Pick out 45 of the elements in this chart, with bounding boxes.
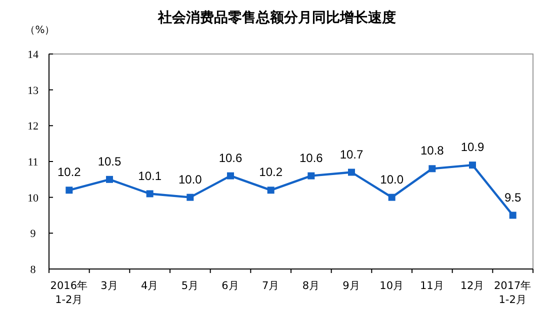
x-tick-label: 12月: [460, 280, 485, 292]
data-label: 10.5: [98, 154, 122, 168]
point: [66, 186, 73, 194]
point: [469, 162, 476, 169]
x-tick-label: 8月: [302, 280, 320, 292]
data-label: 10.0: [178, 172, 202, 186]
y-tick-label: 12: [28, 120, 38, 133]
data-label: 10.2: [259, 165, 283, 180]
data-label: 10.2: [57, 165, 82, 180]
x-tick-label: 2016年 1-2月: [50, 280, 88, 306]
x-tick-label: 4月: [140, 280, 159, 292]
x-tick-label: 10月: [380, 280, 404, 292]
x-tick-label: 3月: [100, 280, 118, 292]
chart-title: 社会消费品零售总额分月同比增长速度: [157, 9, 396, 26]
point: [428, 165, 436, 172]
y-tick-label: 10: [28, 192, 39, 204]
data-label: 10.9: [460, 140, 484, 154]
x-tick-label: 2017年 1-2月: [494, 280, 532, 306]
x-tick-label: 7月: [262, 280, 280, 292]
point: [308, 172, 315, 180]
y-tick-label: 9: [30, 228, 36, 240]
data-label: 10.1: [138, 168, 162, 183]
y-tick-label: 13: [28, 84, 39, 97]
point: [267, 186, 274, 194]
data-label: 9.5: [504, 190, 522, 204]
point: [146, 190, 154, 198]
x-tick-label: 9月: [342, 280, 360, 292]
data-label: 10.7: [340, 147, 364, 162]
x-tick-label: 11月: [420, 280, 444, 292]
point: [388, 194, 396, 201]
x-tick-label: 5月: [181, 280, 200, 292]
x-tick-label: 6月: [222, 280, 240, 292]
point: [509, 212, 516, 219]
data-label: 10.8: [420, 144, 444, 158]
data-label: 10.0: [380, 172, 404, 186]
y-tick-label: 14: [28, 49, 39, 61]
y-axis-title: （%）: [25, 25, 55, 36]
y-tick-label: 8: [30, 264, 36, 276]
point: [348, 168, 355, 176]
y-tick-label: 11: [28, 156, 38, 168]
point: [186, 194, 194, 201]
data-label: 10.6: [299, 150, 324, 165]
data-label: 10.6: [218, 150, 242, 165]
point: [227, 172, 234, 180]
point: [106, 176, 113, 183]
